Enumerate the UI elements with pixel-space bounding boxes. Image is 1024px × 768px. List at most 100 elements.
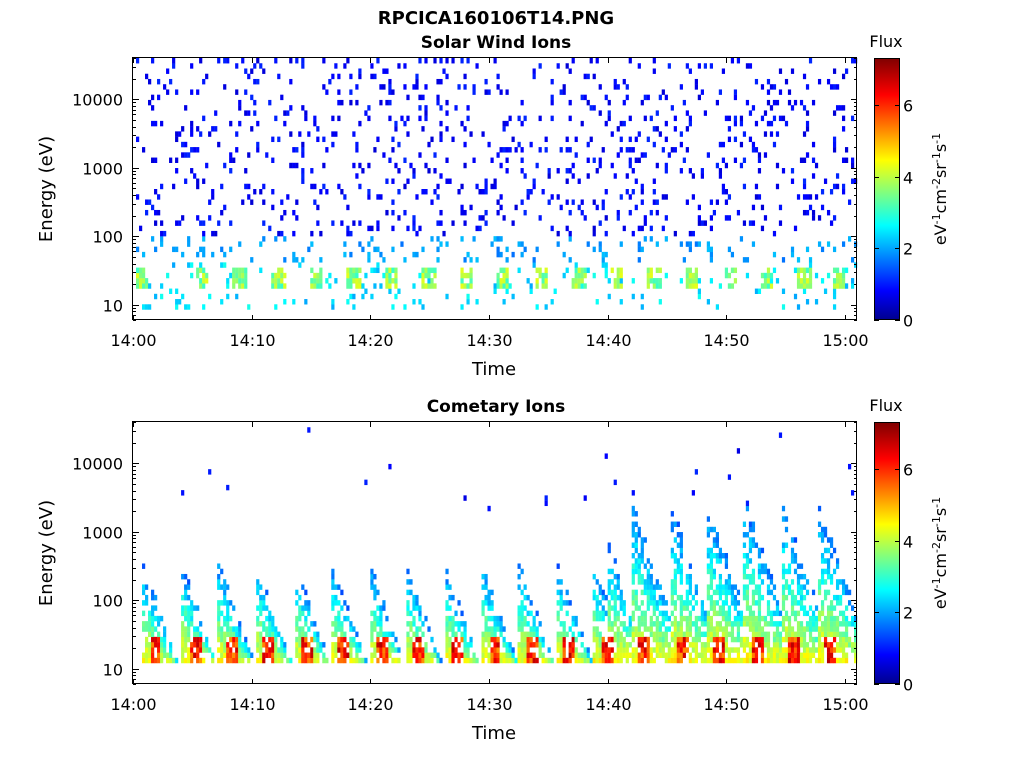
heatmap-cell bbox=[760, 636, 765, 643]
heatmap-cell bbox=[703, 110, 707, 116]
heatmap-cell bbox=[163, 642, 167, 648]
heatmap-cell bbox=[226, 626, 230, 632]
heatmap-cell bbox=[811, 173, 816, 179]
heatmap-cell bbox=[358, 657, 362, 664]
heatmap-cell bbox=[187, 262, 191, 268]
heatmap-cell bbox=[541, 189, 545, 195]
heatmap-cell bbox=[484, 78, 488, 85]
heatmap-cell bbox=[637, 652, 641, 658]
heatmap-cell bbox=[142, 278, 146, 284]
heatmap-cell bbox=[277, 230, 281, 237]
heatmap-cell bbox=[505, 647, 509, 653]
heatmap-cell bbox=[379, 631, 383, 638]
heatmap-cell bbox=[769, 621, 774, 627]
heatmap-cell bbox=[700, 605, 704, 611]
heatmap-cell bbox=[796, 272, 801, 279]
heatmap-cell bbox=[751, 594, 756, 601]
heatmap-cell bbox=[742, 647, 747, 653]
heatmap-cell bbox=[781, 657, 786, 664]
heatmap-cell bbox=[205, 162, 209, 169]
heatmap-cell bbox=[262, 636, 266, 643]
heatmap-cell bbox=[298, 657, 302, 664]
heatmap-cell bbox=[169, 642, 173, 648]
heatmap-cell bbox=[772, 84, 777, 90]
heatmap-cell bbox=[568, 642, 572, 648]
heatmap-cell bbox=[505, 120, 509, 127]
heatmap-cell bbox=[502, 215, 506, 221]
heatmap-cell bbox=[742, 657, 747, 664]
heatmap-cell bbox=[607, 579, 611, 585]
heatmap-cell bbox=[727, 579, 732, 585]
heatmap-cell bbox=[496, 652, 500, 658]
heatmap-cell bbox=[160, 220, 164, 226]
heatmap-cell bbox=[166, 652, 170, 658]
heatmap-cell bbox=[556, 63, 560, 69]
heatmap-cell bbox=[202, 272, 206, 279]
heatmap-cell bbox=[721, 652, 726, 658]
heatmap-cell bbox=[841, 584, 846, 590]
heatmap-cell bbox=[388, 652, 392, 658]
heatmap-cell bbox=[796, 584, 801, 590]
heatmap-cell bbox=[184, 647, 188, 653]
heatmap-cell bbox=[496, 84, 500, 90]
heatmap-cell bbox=[517, 115, 521, 122]
heatmap-cell bbox=[685, 600, 689, 606]
heatmap-cell bbox=[460, 58, 464, 64]
heatmap-cell bbox=[592, 594, 596, 601]
heatmap-cell bbox=[571, 162, 575, 169]
heatmap-cell bbox=[163, 647, 167, 653]
heatmap-cell bbox=[841, 183, 846, 190]
heatmap-cell bbox=[688, 615, 692, 622]
heatmap-cell bbox=[688, 657, 692, 664]
heatmap-cell bbox=[604, 642, 608, 648]
heatmap-cell bbox=[295, 642, 299, 648]
heatmap-cell bbox=[763, 636, 768, 643]
heatmap-cell bbox=[145, 652, 149, 658]
heatmap-cell bbox=[199, 636, 203, 643]
heatmap-cell bbox=[232, 657, 236, 664]
heatmap-cell bbox=[520, 621, 524, 627]
heatmap-cell bbox=[442, 230, 446, 237]
heatmap-cell bbox=[811, 209, 816, 216]
heatmap-cell bbox=[844, 621, 849, 627]
heatmap-cell bbox=[295, 621, 299, 627]
heatmap-cell bbox=[244, 267, 248, 274]
heatmap-cell bbox=[526, 594, 530, 601]
heatmap-cell bbox=[700, 600, 704, 606]
heatmap-cell bbox=[214, 230, 218, 237]
heatmap-cell bbox=[790, 537, 795, 543]
heatmap-cell bbox=[319, 642, 323, 648]
heatmap-cell bbox=[574, 647, 578, 653]
heatmap-cell bbox=[391, 89, 395, 95]
heatmap-cell bbox=[370, 584, 374, 590]
heatmap-cell bbox=[604, 267, 608, 274]
heatmap-cell bbox=[562, 657, 566, 664]
heatmap-cell bbox=[184, 605, 188, 611]
heatmap-cell bbox=[259, 636, 263, 643]
heatmap-cell bbox=[667, 657, 671, 664]
heatmap-cell bbox=[736, 58, 741, 64]
heatmap-cell bbox=[676, 568, 680, 575]
heatmap-cell bbox=[196, 626, 200, 632]
heatmap-cell bbox=[481, 610, 485, 617]
heatmap-cell bbox=[808, 267, 813, 274]
heatmap-cell bbox=[646, 636, 650, 643]
heatmap-cell bbox=[196, 183, 200, 190]
heatmap-cell bbox=[718, 173, 723, 179]
heatmap-cell bbox=[583, 652, 587, 658]
heatmap-cell bbox=[778, 68, 783, 74]
heatmap-cell bbox=[487, 615, 491, 622]
heatmap-cell bbox=[637, 615, 641, 622]
heatmap-cell bbox=[586, 141, 590, 148]
heatmap-cell bbox=[826, 642, 831, 648]
heatmap-cell bbox=[136, 278, 140, 284]
heatmap-cell bbox=[220, 652, 224, 658]
heatmap-cell bbox=[736, 600, 741, 606]
heatmap-cell bbox=[148, 99, 152, 106]
heatmap-cell bbox=[301, 610, 305, 617]
heatmap-cell bbox=[181, 626, 185, 632]
heatmap-cell bbox=[475, 299, 479, 305]
heatmap-cell bbox=[577, 657, 581, 664]
heatmap-cell bbox=[652, 600, 656, 606]
heatmap-cell bbox=[712, 537, 716, 543]
